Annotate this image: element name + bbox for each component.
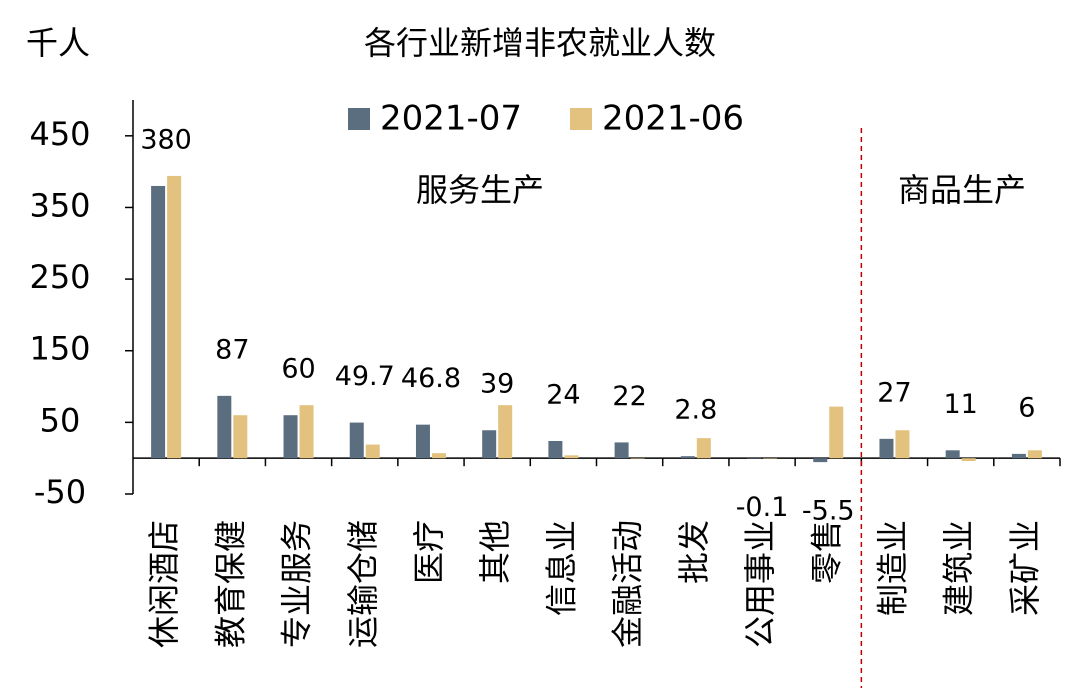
data-label: 27 [877,377,911,408]
y-tick-label: 450 [29,115,90,153]
bar [283,415,298,459]
bar [482,430,497,459]
y-tick-label: 250 [29,258,90,296]
bar [829,406,844,459]
data-label: -5.5 [802,496,855,527]
x-tick-label: 专业服务 [278,520,316,648]
bar [233,415,248,459]
legend-swatch [570,108,592,130]
bar [1027,450,1042,459]
bar [431,453,446,459]
data-label: 2.8 [674,395,717,426]
y-tick-label: -50 [34,473,86,511]
legend-label: 2021-07 [380,99,522,139]
bar [498,405,513,459]
y-axis-label: 千人 [26,24,90,62]
bar [1011,453,1026,459]
bar [879,438,894,459]
y-tick-label: 50 [40,401,81,439]
x-tick-label: 建筑业 [940,520,978,616]
bar [548,440,563,459]
data-label: 22 [612,381,646,412]
bar [630,458,645,459]
bar [217,395,232,459]
data-label: 49.7 [335,361,395,392]
data-label: 87 [215,334,249,365]
x-tick-label: 金融活动 [609,520,647,648]
x-tick-label: 运输仓储 [344,520,382,648]
bar [349,422,364,459]
annotation: 服务生产 [416,171,544,209]
bar [961,458,976,462]
bar [680,456,695,459]
bar [945,450,960,459]
x-tick-label: 制造业 [873,520,911,616]
y-tick-label: 350 [29,186,90,224]
x-tick-label: 公用事业 [741,520,779,648]
annotation: 商品生产 [898,171,1026,209]
data-label: 11 [943,389,977,420]
x-tick-label: 医疗 [410,520,448,584]
x-tick-label: 信息业 [542,520,580,616]
data-label: 46.8 [401,363,461,394]
bar [167,175,182,459]
x-tick-label: 其他 [476,520,514,584]
legend-swatch [348,108,370,130]
data-label: 24 [546,379,580,410]
bar [813,458,828,463]
bar [415,424,430,459]
data-label: 39 [480,369,514,400]
legend-label: 2021-06 [602,99,744,139]
y-tick-label: 150 [29,330,90,368]
bar [696,438,711,459]
x-tick-label: 采矿业 [1006,520,1044,616]
bar [299,405,314,459]
bar [895,430,910,459]
x-tick-label: 休闲酒店 [145,520,183,648]
data-label: 6 [1018,392,1035,423]
chart-title: 各行业新增非农就业人数 [364,24,716,62]
data-label: 380 [140,124,192,155]
bar [151,185,166,459]
data-label: 60 [281,354,315,385]
bar [747,458,762,459]
bar [763,458,778,459]
x-tick-label: 零售 [807,520,845,584]
bar [614,442,629,459]
x-tick-label: 批发 [675,520,713,584]
x-tick-label: 教育保健 [211,520,249,648]
bar [564,455,579,459]
bar [365,444,380,459]
data-label: -0.1 [736,492,789,523]
